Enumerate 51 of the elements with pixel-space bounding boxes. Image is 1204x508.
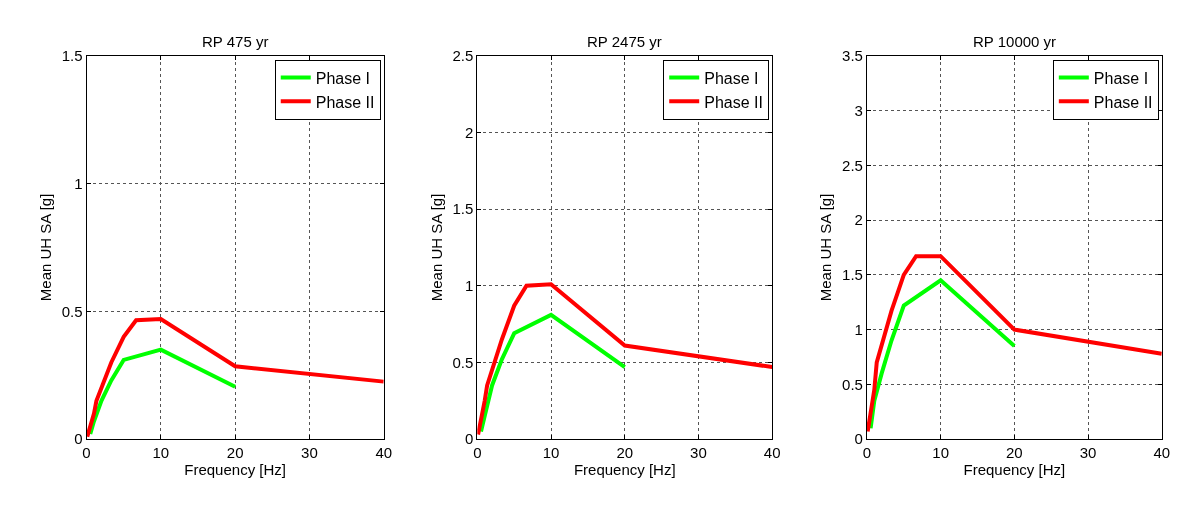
y-tick-label: 0.5 [842,375,863,393]
x-axis-title: Frequency [Hz] [573,461,676,479]
y-tick-label: 0.5 [61,302,83,320]
line-series [88,347,238,437]
line-series [479,312,627,434]
x-tick-label: 20 [226,444,244,462]
x-tick-label: 20 [1006,444,1023,462]
y-tick-label: 1 [854,320,863,338]
y-tick-label: 1 [74,174,83,192]
y-axis-title: Mean UH SA [g] [427,193,445,302]
y-tick-label: 0.5 [452,353,474,371]
x-axis-title: Frequency [Hz] [184,461,286,479]
y-axis-title: Mean UH SA [g] [817,193,835,302]
legend-label: Phase II [704,93,763,111]
x-tick-label: 10 [932,444,949,462]
line-series [477,282,773,437]
x-tick-label: 40 [375,444,393,462]
x-tick-label: 30 [690,444,707,462]
y-tick-label: 0 [74,430,83,448]
legend-label: Phase I [1093,69,1149,87]
y-tick-label: 0 [854,430,863,448]
legend-label: Phase I [704,69,759,87]
y-tick-label: 2 [464,123,474,141]
y-axis-title: Mean UH SA [g] [36,193,54,302]
legend-label: Phase I [315,69,371,87]
line-series [86,317,384,439]
line-series [866,254,1162,434]
x-tick-label: 10 [152,444,170,462]
y-tick-label: 2 [854,211,863,229]
chart-title: RP 2475 yr [587,33,662,50]
y-tick-label: 3 [854,101,863,119]
x-tick-label: 40 [1153,444,1171,462]
x-axis-title: Frequency [Hz] [963,461,1066,479]
chart-title: RP 475 yr [202,33,269,50]
x-tick-label: 20 [616,444,634,462]
y-tick-label: 1.5 [452,200,474,218]
y-tick-label: 1.5 [842,266,863,284]
x-tick-label: 30 [1079,444,1097,462]
y-tick-label: 1.5 [61,46,83,64]
legend-label: Phase II [1093,93,1153,111]
y-tick-label: 3.5 [842,46,863,64]
y-tick-label: 0 [464,430,474,448]
y-tick-label: 2.5 [452,46,474,64]
x-tick-label: 30 [301,444,318,462]
line-series [868,278,1017,431]
x-tick-label: 10 [542,444,560,462]
legend-label: Phase II [315,93,375,111]
y-tick-label: 2.5 [842,156,863,174]
chart-title: RP 10000 yr [973,33,1057,50]
x-tick-label: 40 [763,444,781,462]
y-tick-label: 1 [464,277,474,295]
